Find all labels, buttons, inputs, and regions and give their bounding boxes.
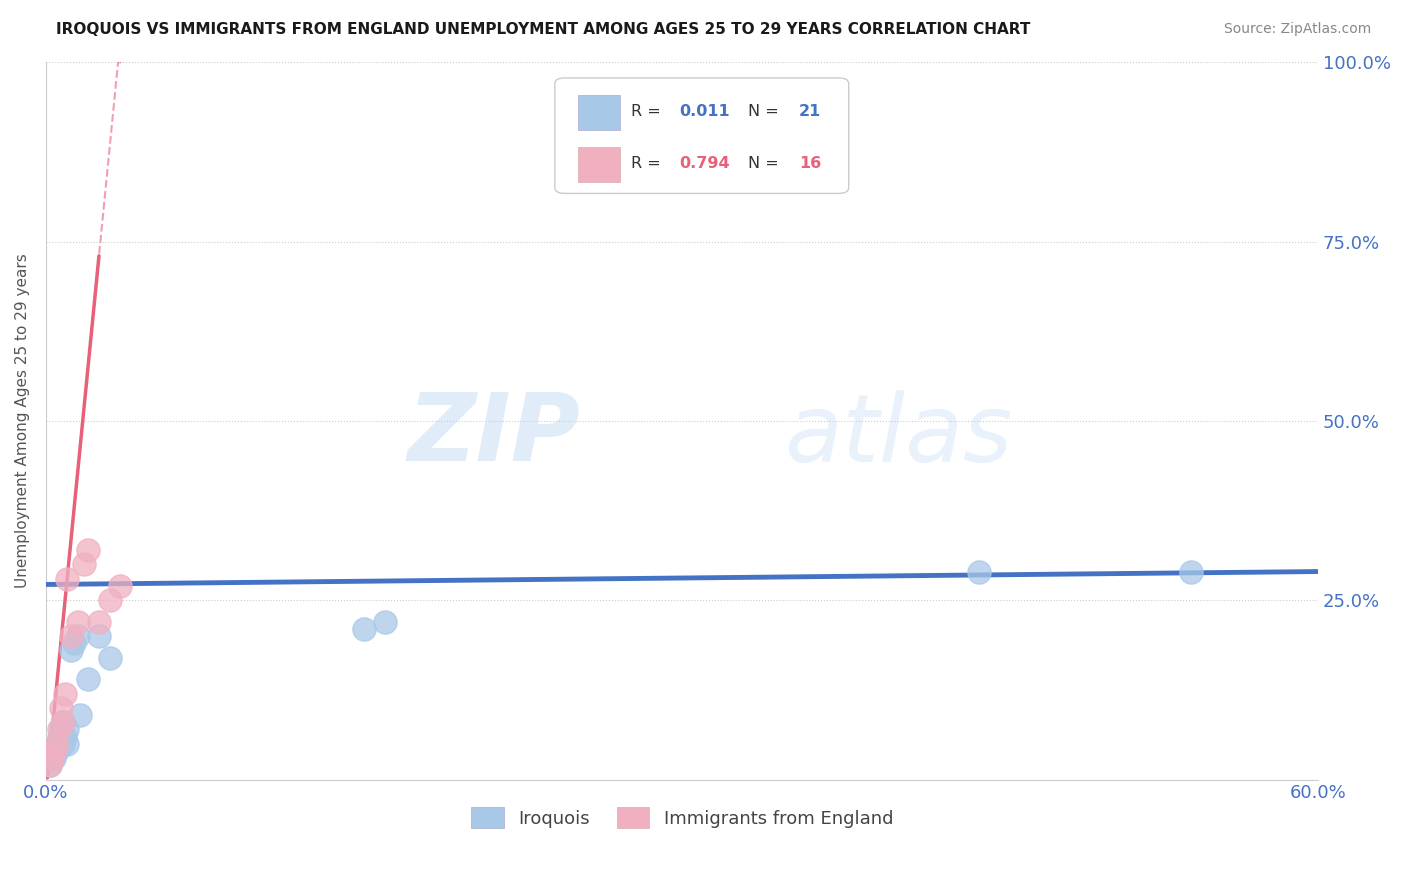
- Point: [48, 730, 70, 744]
- Point: [52, 737, 75, 751]
- Point: [45, 744, 67, 758]
- Point: [49, 723, 72, 737]
- Point: [41, 751, 63, 765]
- Point: [66, 615, 89, 629]
- Point: [45, 737, 67, 751]
- Point: [41, 751, 63, 765]
- Text: R =: R =: [631, 156, 666, 171]
- Text: 16: 16: [799, 156, 821, 171]
- Point: [56, 723, 79, 737]
- Point: [39, 758, 62, 772]
- FancyBboxPatch shape: [578, 147, 620, 182]
- Text: R =: R =: [631, 104, 666, 120]
- Point: [39, 758, 62, 772]
- FancyBboxPatch shape: [578, 95, 620, 130]
- Point: [967, 565, 990, 579]
- Point: [56, 572, 79, 586]
- Point: [44, 751, 66, 765]
- Point: [77, 543, 100, 558]
- Point: [56, 737, 79, 751]
- Point: [98, 650, 121, 665]
- Point: [53, 730, 76, 744]
- Point: [98, 593, 121, 607]
- Point: [69, 708, 91, 723]
- Point: [52, 715, 75, 730]
- Point: [45, 737, 67, 751]
- Text: 0.794: 0.794: [679, 156, 730, 171]
- Point: [44, 744, 66, 758]
- Point: [87, 629, 110, 643]
- Point: [52, 715, 75, 730]
- Point: [60, 643, 83, 657]
- Text: atlas: atlas: [783, 390, 1012, 481]
- Point: [77, 672, 100, 686]
- Point: [87, 615, 110, 629]
- Point: [353, 622, 375, 636]
- Text: N =: N =: [748, 156, 785, 171]
- Text: IROQUOIS VS IMMIGRANTS FROM ENGLAND UNEMPLOYMENT AMONG AGES 25 TO 29 YEARS CORRE: IROQUOIS VS IMMIGRANTS FROM ENGLAND UNEM…: [56, 22, 1031, 37]
- Point: [62, 636, 84, 650]
- Point: [73, 558, 96, 572]
- Text: N =: N =: [748, 104, 785, 120]
- FancyBboxPatch shape: [555, 78, 849, 194]
- Text: 0.011: 0.011: [679, 104, 730, 120]
- Point: [48, 723, 70, 737]
- Point: [53, 686, 76, 700]
- Point: [66, 629, 89, 643]
- Text: Source: ZipAtlas.com: Source: ZipAtlas.com: [1223, 22, 1371, 37]
- Point: [60, 629, 83, 643]
- Point: [49, 701, 72, 715]
- Text: 21: 21: [799, 104, 821, 120]
- Point: [1180, 565, 1202, 579]
- Legend: Iroquois, Immigrants from England: Iroquois, Immigrants from England: [464, 800, 900, 835]
- Point: [108, 579, 131, 593]
- Y-axis label: Unemployment Among Ages 25 to 29 years: Unemployment Among Ages 25 to 29 years: [15, 253, 30, 588]
- Point: [374, 615, 396, 629]
- Text: ZIP: ZIP: [408, 389, 581, 481]
